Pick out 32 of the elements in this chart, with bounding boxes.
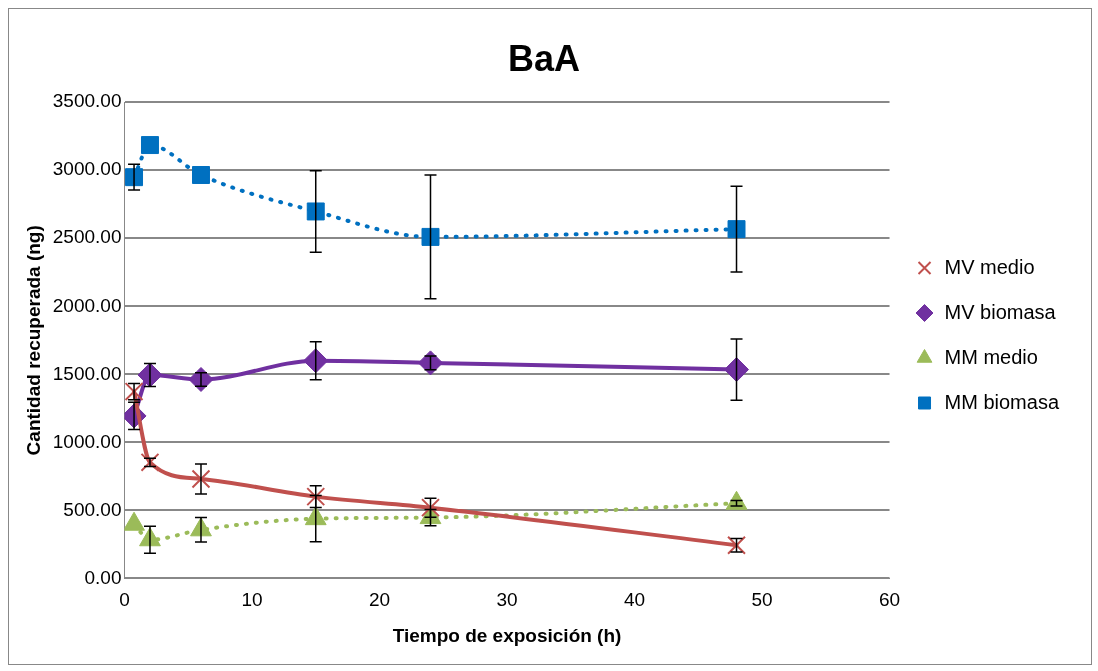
x-tick-label: 10 [241, 589, 263, 611]
y-tick-label: 3500.00 [52, 90, 122, 112]
x-tick-label: 30 [496, 589, 518, 611]
point [191, 469, 211, 489]
point [421, 227, 440, 246]
x-tick-label: 60 [878, 589, 901, 611]
y-tick-label: 1500.00 [52, 362, 122, 384]
legend-label: MM medio [944, 345, 1038, 368]
x-tick-label: 20 [368, 589, 391, 611]
x-tick-label: 40 [623, 589, 646, 611]
point [192, 166, 210, 184]
y-tick-label: 2500.00 [52, 226, 122, 248]
y-tick-label: 2000.00 [52, 294, 122, 316]
point [141, 136, 159, 155]
y-tick-label: 500.00 [63, 498, 122, 520]
x-tick-label: 0 [119, 589, 130, 611]
y-tick-label: 0.00 [84, 566, 122, 588]
point [140, 452, 160, 472]
y-axis-title: Cantidad recuperada (ng) [22, 225, 44, 456]
point [418, 350, 443, 376]
y-tick-label: 1000.00 [52, 430, 122, 452]
point [188, 366, 214, 392]
legend-label: MM biomasa [944, 390, 1060, 413]
chart-title: BaA [507, 37, 581, 79]
point [306, 202, 325, 221]
point [727, 220, 746, 239]
legend-label: MV biomasa [944, 300, 1057, 323]
x-axis-title: Tiempo de exposición (h) [392, 624, 622, 646]
legend-label: MV medio [944, 255, 1035, 278]
point [303, 348, 329, 374]
x-tick-label: 50 [751, 589, 773, 611]
y-tick-label: 3000.00 [52, 158, 122, 180]
